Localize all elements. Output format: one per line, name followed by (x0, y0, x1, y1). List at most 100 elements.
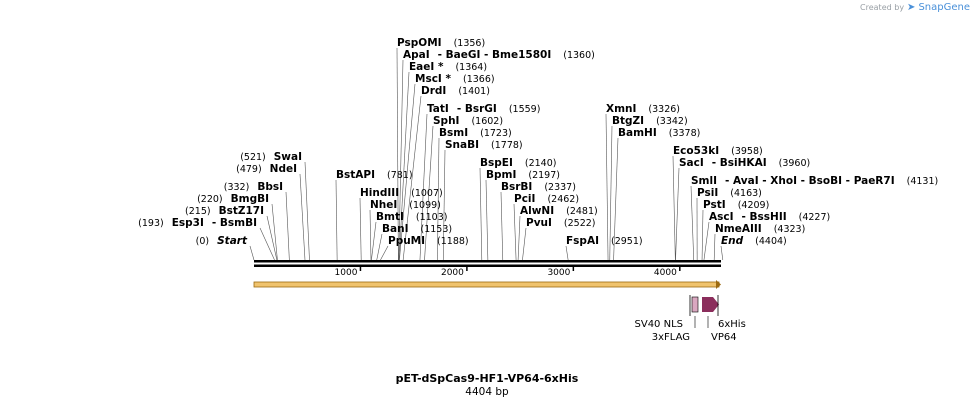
feature-3xflag-box (691, 296, 699, 313)
site-name-alwni: AlwNI (520, 205, 554, 217)
site-leader-pvui (522, 227, 527, 261)
site-extra-saci: - BsiHKAI (712, 157, 767, 169)
site-position-end: (4404) (755, 236, 787, 247)
site-leader-tati (419, 113, 428, 261)
site-position-bpmi: (2197) (528, 170, 560, 181)
site-position-snabi: (1778) (491, 140, 523, 151)
site-leader-nmeaiii (713, 233, 716, 261)
site-name-nhei: NheI (370, 199, 397, 211)
site-snabi: SnaBI (1778) (445, 139, 523, 151)
feature-label-6xhis: 6xHis (718, 319, 746, 330)
site-name-bmti: BmtI (376, 211, 404, 223)
site-smli: SmlI - AvaI - XhoI - BsoBI - PaeR7I (4131) (691, 175, 938, 187)
site-name-nmeaiii: NmeAIII (715, 223, 762, 235)
site-bstz17i: BstZ17I (215) (185, 205, 264, 217)
site-name-bmgbi: BmgBI (231, 193, 269, 205)
site-leader-smli (690, 185, 695, 261)
site-name-end: End (721, 235, 744, 247)
site-position-bamhi: (3378) (669, 128, 701, 139)
site-leader-eco53ki (672, 155, 676, 261)
site-leader-bbsi (285, 191, 290, 261)
ruler-tick-label: 1000 (335, 268, 358, 278)
ruler-tick-label: 3000 (547, 268, 570, 278)
site-position-pcii: (2462) (547, 194, 579, 205)
site-msci: MscI * (1366) (415, 73, 495, 85)
feature-label-sv40-nls: SV40 NLS (635, 319, 684, 330)
feature-label-vp64: VP64 (711, 332, 737, 343)
site-leader-start (249, 245, 255, 261)
orf-bar (253, 281, 720, 288)
feature-label-3xflag: 3xFLAG (652, 332, 690, 343)
site-position-eco53ki: (3958) (731, 146, 763, 157)
site-name-pvui: PvuI (526, 217, 552, 229)
site-leader-bspei (479, 167, 483, 261)
site-leader-hindiii (359, 197, 362, 261)
site-bamhi: BamHI (3378) (618, 127, 700, 139)
site-leader-bstz17i (266, 215, 278, 261)
site-name-apai: ApaI (403, 49, 430, 61)
site-name-esp3i: Esp3I (172, 217, 204, 229)
site-leader-pcii (513, 203, 517, 261)
site-position-bstapi: (781) (387, 170, 413, 181)
site-name-pcii: PciI (514, 193, 535, 205)
site-leader-alwni (517, 215, 521, 261)
site-bpmi: BpmI (2197) (486, 169, 560, 181)
site-labels: Start(0)- BsmBIEsp3I(193)BstZ17I(215)Bmg… (138, 37, 938, 247)
site-pspomi: PspOMI (1356) (397, 37, 485, 49)
site-leader-bmgbi (271, 203, 278, 261)
site-leader-ppumi (380, 245, 389, 261)
site-name-xmni: XmnI (606, 103, 636, 115)
site-name-saci: SacI (679, 157, 704, 169)
site-leader-ndei (299, 173, 306, 261)
site-esp3i: - BsmBI Esp3I (193) (138, 217, 257, 229)
orf-arrowhead (716, 280, 721, 289)
site-extra-asci: - BssHII (742, 211, 787, 223)
site-leader-xmni (605, 113, 609, 261)
site-eaei: EaeI * (1364) (409, 61, 487, 73)
snapgene-logo-icon: ➤ (907, 2, 916, 13)
site-leader-sphi (424, 125, 434, 261)
site-name-swai: SwaI (274, 151, 302, 163)
site-position-bmti: (1103) (416, 212, 448, 223)
site-position-bsmi: (1723) (480, 128, 512, 139)
site-position-apai: (1360) (563, 50, 595, 61)
site-leader-bsrbi (500, 191, 504, 261)
snapgene-credit: Created by ➤ SnapGene (860, 2, 970, 13)
site-position-nhei: (1099) (409, 200, 441, 211)
site-leader-saci (675, 167, 680, 261)
site-leader-nhei (369, 209, 372, 261)
site-end: End (4404) (721, 235, 787, 247)
site-bbsi: BbsI (332) (224, 181, 283, 193)
site-leader-btgzi (609, 125, 613, 261)
site-ppumi: PpuMI (1188) (388, 235, 469, 247)
site-psii: PsiI (4163) (697, 187, 762, 199)
site-name-smli: SmlI (691, 175, 717, 187)
site-name-drdi: DrdI (421, 85, 446, 97)
site-position-ndei: (479) (236, 164, 262, 175)
site-name-psii: PsiI (697, 187, 718, 199)
site-extra-esp3i: - BsmBI (212, 217, 257, 229)
site-leader-bani (376, 233, 383, 261)
site-leader-asci (703, 221, 710, 261)
site-position-start: (0) (196, 236, 209, 247)
site-fspai: FspAI (2951) (566, 235, 643, 247)
ruler-tick-label: 4000 (654, 268, 677, 278)
site-name-bstapi: BstAPI (336, 169, 375, 181)
site-leader-bamhi (613, 137, 619, 261)
site-bspei: BspEI (2140) (480, 157, 556, 169)
site-position-swai: (521) (240, 152, 266, 163)
site-position-pvui: (2522) (564, 218, 596, 229)
site-position-alwni: (2481) (566, 206, 598, 217)
site-name-tati: TatI (427, 103, 449, 115)
site-leader-swai (304, 161, 310, 261)
map-length: 4404 bp (465, 386, 509, 398)
site-leader-fspai (565, 245, 569, 261)
site-position-bmgbi: (220) (197, 194, 223, 205)
site-psti: PstI (4209) (703, 199, 769, 211)
site-position-eaei: (1364) (455, 62, 487, 73)
site-start: Start (0) (196, 235, 248, 247)
site-name-ndei: NdeI (270, 163, 297, 175)
site-leader-psti (701, 209, 704, 261)
site-tati: TatI - BsrGI (1559) (427, 103, 540, 115)
